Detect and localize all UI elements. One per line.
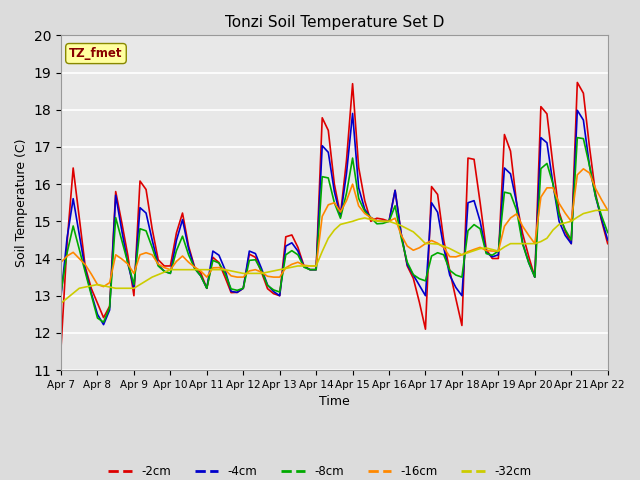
-2cm: [598, 218, 605, 224]
-4cm: [379, 218, 387, 224]
-4cm: [604, 237, 612, 243]
-16cm: [130, 271, 138, 276]
Line: -2cm: -2cm: [61, 83, 608, 348]
-32cm: [57, 300, 65, 306]
-4cm: [57, 293, 65, 299]
-32cm: [519, 241, 527, 247]
-4cm: [100, 322, 108, 327]
-8cm: [130, 282, 138, 288]
-32cm: [592, 207, 600, 213]
-4cm: [525, 260, 532, 265]
-8cm: [203, 286, 211, 291]
-16cm: [598, 197, 605, 203]
-8cm: [573, 135, 581, 141]
Text: TZ_fmet: TZ_fmet: [69, 47, 123, 60]
-2cm: [519, 231, 527, 237]
-16cm: [604, 207, 612, 213]
-32cm: [604, 207, 612, 213]
-2cm: [124, 252, 132, 258]
-4cm: [130, 286, 138, 291]
-8cm: [191, 265, 198, 271]
-4cm: [191, 265, 198, 271]
Y-axis label: Soil Temperature (C): Soil Temperature (C): [15, 138, 28, 267]
-2cm: [592, 191, 600, 196]
-2cm: [573, 80, 581, 85]
-16cm: [191, 264, 198, 270]
-2cm: [197, 270, 205, 276]
-16cm: [100, 284, 108, 289]
-32cm: [124, 286, 132, 291]
Legend: -2cm, -4cm, -8cm, -16cm, -32cm: -2cm, -4cm, -8cm, -16cm, -32cm: [102, 459, 538, 480]
Line: -32cm: -32cm: [61, 210, 608, 303]
-32cm: [586, 209, 593, 215]
-2cm: [185, 243, 193, 249]
-2cm: [604, 241, 612, 247]
-4cm: [203, 286, 211, 291]
-4cm: [573, 108, 581, 113]
Line: -16cm: -16cm: [61, 169, 608, 287]
-4cm: [598, 216, 605, 222]
-16cm: [379, 218, 387, 224]
-16cm: [580, 166, 588, 172]
-16cm: [525, 232, 532, 238]
-8cm: [57, 289, 65, 295]
-8cm: [604, 229, 612, 235]
-8cm: [100, 319, 108, 325]
-32cm: [185, 267, 193, 273]
-16cm: [203, 274, 211, 280]
X-axis label: Time: Time: [319, 396, 349, 408]
Line: -8cm: -8cm: [61, 138, 608, 322]
-8cm: [525, 260, 532, 265]
-32cm: [598, 207, 605, 213]
-8cm: [598, 213, 605, 219]
-2cm: [57, 345, 65, 351]
Line: -4cm: -4cm: [61, 110, 608, 324]
-32cm: [197, 267, 205, 273]
-8cm: [379, 220, 387, 226]
-16cm: [57, 259, 65, 265]
Title: Tonzi Soil Temperature Set D: Tonzi Soil Temperature Set D: [225, 15, 444, 30]
